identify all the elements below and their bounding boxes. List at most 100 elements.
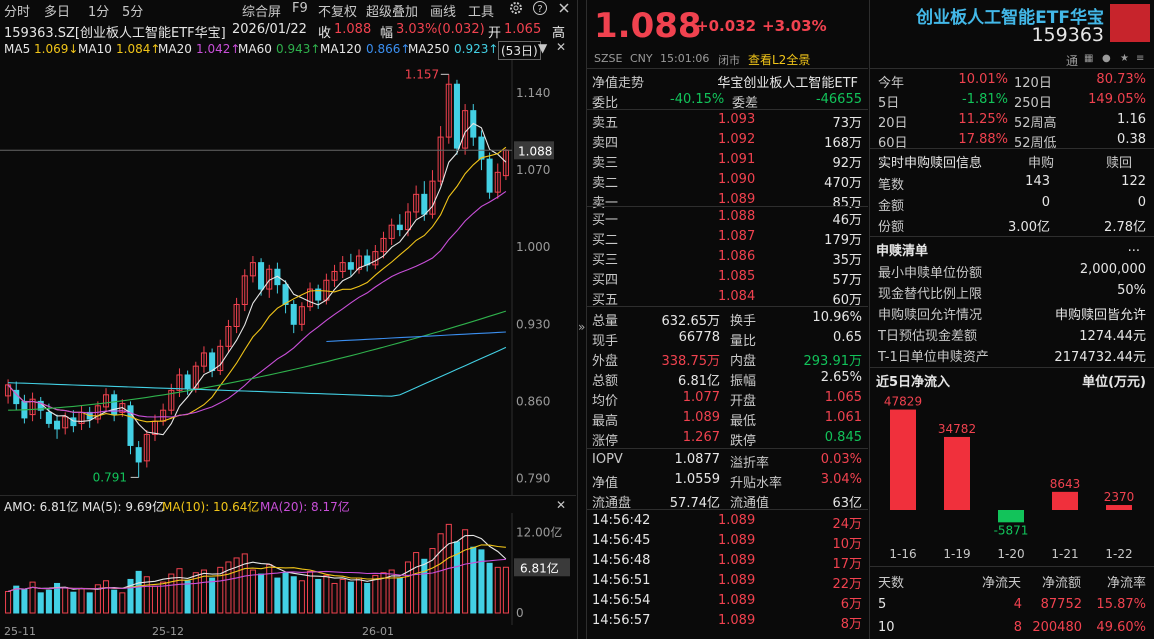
volume-bar: [315, 578, 322, 614]
etf-stat-row: 净值 1.0559 升贴水率 3.04%: [586, 470, 866, 491]
candle-body: [45, 411, 52, 424]
range-value: 3.03%(0.032): [396, 22, 485, 37]
triangle-down-icon[interactable]: ▼: [538, 41, 548, 55]
stat-row: 外盘 338.75万 内盘 293.91万: [586, 348, 866, 369]
tab-multi-day[interactable]: 多日: [44, 5, 71, 20]
book-price: 1.087: [718, 229, 756, 244]
ma-legend: MA5 1.069↓ MA10 1.084↑ MA20 1.042↑ MA60 …: [0, 40, 576, 60]
stat-label: 内盘: [730, 354, 757, 369]
candle-body: [200, 352, 207, 367]
gear-icon[interactable]: [508, 0, 524, 20]
perf-value: -1.81%: [962, 92, 1008, 107]
more-icon[interactable]: ≡: [1136, 53, 1145, 64]
book-row[interactable]: 买二 1.087 179万: [586, 227, 866, 248]
price-chart-canvas[interactable]: 1.140 1.070 1.000 0.930 0.860 0.790 1.088 1.157…: [0, 60, 576, 495]
etf-stat-value: 1.0559: [674, 472, 721, 487]
tick-row: 14:56:57 1.089 8万: [586, 611, 866, 632]
range-label: 幅: [380, 26, 394, 41]
vol-tick-label: 12.00亿: [516, 524, 562, 539]
tong-label[interactable]: 通: [1066, 54, 1079, 68]
book-row[interactable]: 买三 1.086 35万: [586, 247, 866, 268]
perf-value: 11.25%: [958, 112, 1008, 127]
no-adjust-button[interactable]: 不复权: [318, 5, 358, 20]
candle-body: [494, 171, 501, 193]
tick-volume: 22万: [832, 577, 862, 592]
quote-panel: 1.088 +0.032 +3.03% SZSE CNY 15:01:06 闭市…: [586, 0, 868, 639]
candle-body: [135, 447, 142, 463]
composite-screen-button[interactable]: 综合屏: [242, 5, 282, 20]
redemption-value: 2.78亿: [1104, 220, 1146, 235]
y-tick-label: 0.930: [516, 317, 550, 331]
redeem-col: 赎回: [1106, 156, 1133, 171]
ma20-value: 1.042↑: [196, 42, 241, 56]
inflow-bar-label: -5871: [994, 523, 1029, 537]
book-row[interactable]: 卖三 1.091 92万: [586, 150, 866, 171]
tools-button[interactable]: 工具: [468, 5, 495, 20]
volume-chart[interactable]: 12.00亿 0 6.81亿: [0, 513, 576, 625]
book-price: 1.092: [718, 132, 756, 147]
inflow-net-days: 8: [1013, 620, 1022, 635]
stat-label: 开盘: [730, 394, 757, 409]
candle-body: [486, 158, 493, 193]
help-icon[interactable]: ?: [532, 0, 548, 20]
tab-intraday[interactable]: 分时: [4, 5, 31, 20]
grid-icon[interactable]: ▦: [1084, 53, 1094, 64]
inflow-bar: [998, 510, 1024, 523]
book-row[interactable]: 卖二 1.090 470万: [586, 170, 866, 191]
close-icon[interactable]: [556, 0, 572, 20]
stat-row: 现手 66778 量比 0.65: [586, 328, 866, 349]
stat-value: 1.267: [682, 430, 720, 445]
book-row[interactable]: 卖一 1.089 85万: [586, 190, 866, 211]
book-row[interactable]: 买五 1.084 60万: [586, 287, 866, 308]
candle-body: [413, 193, 420, 213]
draw-line-button[interactable]: 画线: [430, 5, 457, 20]
subscription-row: 份额 3.00亿 2.78亿: [870, 214, 1154, 235]
price-chart[interactable]: 1.140 1.070 1.000 0.930 0.860 0.790 1.088 1.157…: [0, 60, 576, 495]
divider: [870, 68, 1154, 69]
tab-5min[interactable]: 5分: [122, 5, 144, 20]
book-row[interactable]: 卖五 1.093 73万: [586, 110, 866, 131]
period-selector[interactable]: (53日): [498, 41, 541, 60]
stat-label: 外盘: [592, 354, 619, 369]
l2-link[interactable]: 查看L2全景: [748, 53, 811, 67]
etf-stat-row: IOPV 1.0877 溢折率 0.03%: [586, 450, 866, 471]
star-icon[interactable]: ★: [1120, 53, 1129, 64]
volume-bar: [168, 573, 175, 614]
candle-body: [217, 345, 224, 372]
volume-bar: [192, 572, 199, 614]
stat-label: 总量: [592, 314, 619, 329]
candle-body: [5, 384, 12, 397]
f9-button[interactable]: F9: [292, 1, 308, 16]
close-icon[interactable]: ✕: [556, 40, 567, 54]
book-volume: 46万: [832, 213, 862, 228]
weicha-label: 委差: [732, 96, 759, 111]
vol-ma20-line: [7, 558, 506, 593]
book-row[interactable]: 卖四 1.092 168万: [586, 130, 866, 151]
bell-icon[interactable]: ●: [1102, 53, 1111, 64]
candle-body: [331, 270, 338, 281]
book-price: 1.090: [718, 172, 756, 187]
book-row[interactable]: 买四 1.085 57万: [586, 267, 866, 288]
volume-chart-canvas[interactable]: 12.00亿 0 6.81亿: [0, 513, 576, 625]
book-level-label: 买三: [592, 253, 619, 268]
tick-row: 14:56:42 1.089 24万: [586, 511, 866, 532]
book-row[interactable]: 买一 1.088 46万: [586, 207, 866, 228]
book-price: 1.086: [718, 249, 756, 264]
collapse-arrow-icon[interactable]: »: [578, 320, 586, 334]
super-overlay-button[interactable]: 超级叠加: [366, 5, 419, 20]
more-button[interactable]: ...: [1127, 240, 1140, 255]
stat-row: 最高 1.089 最低 1.061: [586, 408, 866, 429]
divider: [870, 148, 1154, 149]
etf-stat-label: 净值: [592, 476, 619, 491]
ma60-value: 0.943↑: [276, 42, 321, 56]
stat-value: 632.65万: [661, 314, 721, 329]
amo-ma20-label: MA(20): 8.17亿: [260, 500, 350, 514]
tab-1min[interactable]: 1分: [88, 5, 110, 20]
nav-row[interactable]: 净值走势 华宝创业板人工智能ETF: [586, 70, 866, 91]
candle-body: [388, 224, 395, 239]
subscription-header: 实时申购赎回信息 申购 赎回: [870, 150, 1154, 171]
volume-bar: [364, 582, 371, 614]
tick-time: 14:56:45: [592, 533, 651, 548]
vol-current-label: 6.81亿: [520, 560, 559, 575]
close-icon[interactable]: ✕: [556, 498, 567, 512]
